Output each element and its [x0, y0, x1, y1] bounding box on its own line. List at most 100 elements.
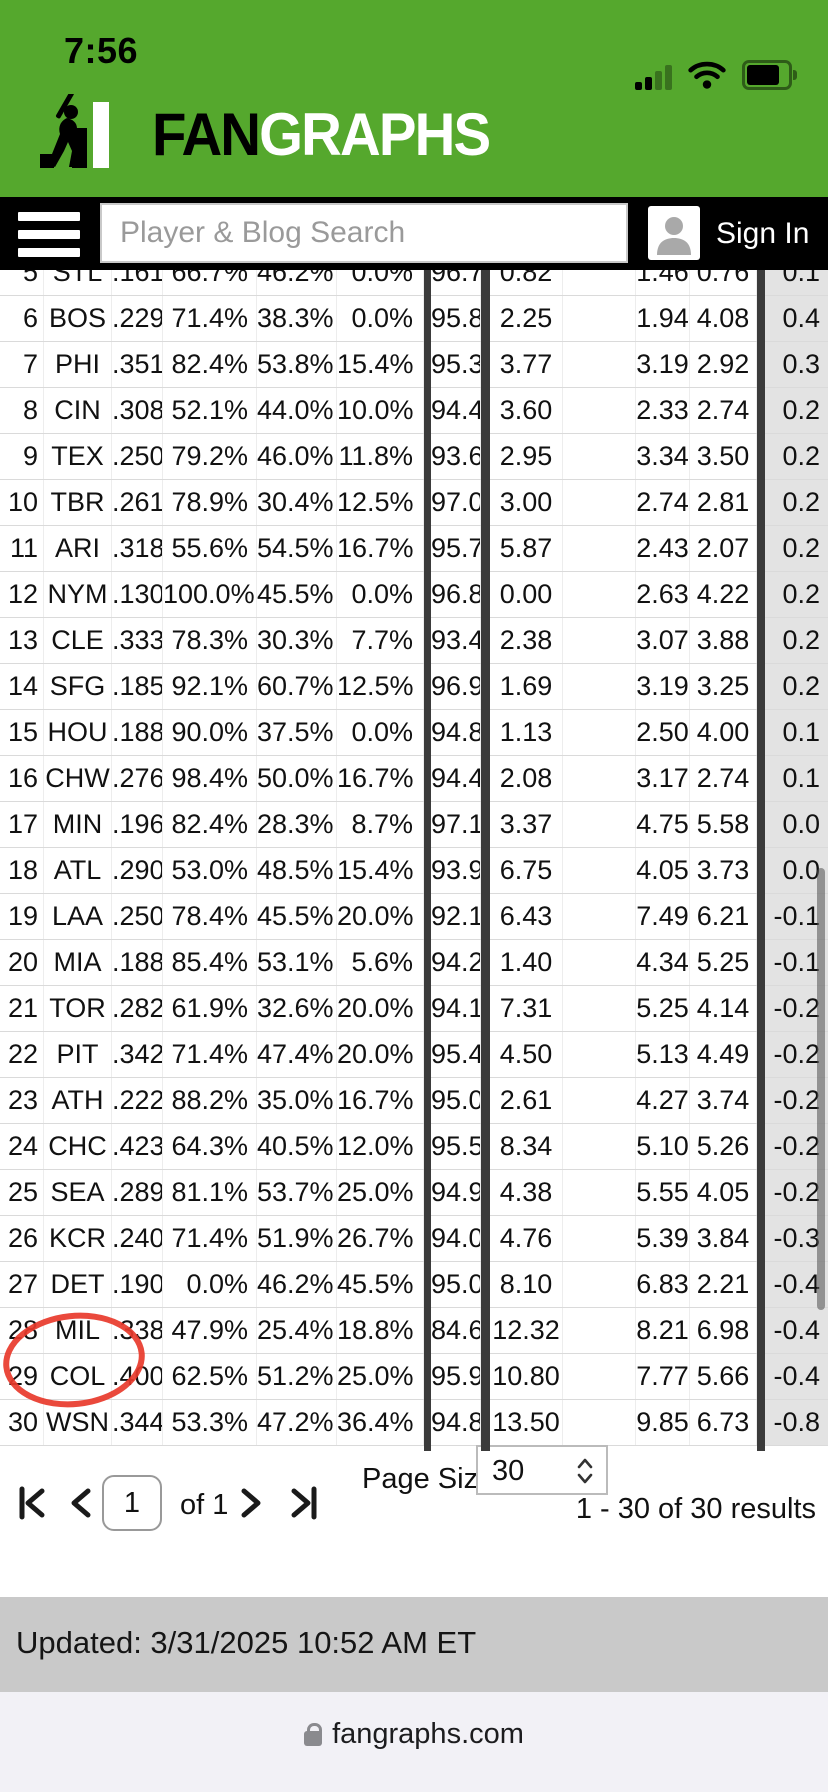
cell-stat: 1.40 [490, 940, 563, 985]
page-size-select[interactable]: 30 [476, 1445, 608, 1495]
cell-stat: 93.4 [431, 618, 481, 663]
cell-stat: 95.9 [431, 1354, 481, 1399]
cell-stat: .188 [112, 940, 163, 985]
cell-team[interactable]: MIL [44, 1308, 112, 1353]
last-page-icon[interactable] [284, 1485, 320, 1524]
hamburger-menu-icon[interactable] [18, 211, 80, 257]
cell-stat: 45.5% [257, 572, 337, 617]
cell-stat: .240 [112, 1216, 163, 1261]
cell-stat: 3.73 [690, 848, 757, 893]
cell-empty [563, 434, 636, 479]
cell-stat: 45.5% [337, 1262, 424, 1307]
cell-team[interactable]: CHW [44, 756, 112, 801]
cell-team[interactable]: HOU [44, 710, 112, 755]
cell-team[interactable]: PHI [44, 342, 112, 387]
cell-stat: 96.7 [431, 270, 481, 295]
cell-stat: 54.5% [257, 526, 337, 571]
cell-stat: 78.4% [163, 894, 257, 939]
next-page-icon[interactable] [238, 1485, 266, 1524]
cell-stat: 12.32 [490, 1308, 563, 1353]
cell-team[interactable]: COL [44, 1354, 112, 1399]
cell-team[interactable]: TEX [44, 434, 112, 479]
page-size-value: 30 [492, 1455, 525, 1487]
cell-team[interactable]: WSN [44, 1400, 112, 1445]
cell-empty [563, 270, 636, 295]
cell-stat: 35.0% [257, 1078, 337, 1123]
cell-team[interactable]: SEA [44, 1170, 112, 1215]
cell-stat: .400 [112, 1354, 163, 1399]
cell-team[interactable]: BOS [44, 296, 112, 341]
cell-team[interactable]: ATL [44, 848, 112, 893]
cell-stat: .250 [112, 434, 163, 479]
cell-stat: 4.34 [636, 940, 690, 985]
cell-stat: 25.4% [257, 1308, 337, 1353]
table-row: 15 HOU .188 90.0% 37.5% 0.0% 94.8 1.13 2.50 4.00 0… [0, 710, 828, 756]
page-number-input[interactable] [102, 1475, 162, 1531]
cell-stat: 20.0% [337, 986, 424, 1031]
sign-in-button[interactable]: Sign In [716, 216, 810, 250]
cell-team[interactable]: CHC [44, 1124, 112, 1169]
cell-stat: 47.9% [163, 1308, 257, 1353]
cell-team[interactable]: DET [44, 1262, 112, 1307]
cell-team[interactable]: CLE [44, 618, 112, 663]
cell-stat: 4.76 [490, 1216, 563, 1261]
cell-team[interactable]: MIN [44, 802, 112, 847]
cell-stat: 3.77 [490, 342, 563, 387]
cell-stat: 5.25 [690, 940, 757, 985]
cell-empty [563, 342, 636, 387]
cell-stat: 4.27 [636, 1078, 690, 1123]
cell-stat: 71.4% [163, 1032, 257, 1077]
cell-rank: 24 [0, 1124, 44, 1169]
cell-war: 0.3 [765, 342, 828, 387]
fangraphs-logo[interactable]: FANGRAPHS [40, 94, 511, 170]
cell-empty [563, 572, 636, 617]
cell-stat: 6.21 [690, 894, 757, 939]
cell-stat: 71.4% [163, 1216, 257, 1261]
previous-page-icon[interactable] [66, 1485, 94, 1524]
cell-team[interactable]: ARI [44, 526, 112, 571]
cell-team[interactable]: ATH [44, 1078, 112, 1123]
cell-team[interactable]: SFG [44, 664, 112, 709]
cell-stat: .333 [112, 618, 163, 663]
table-row: 16 CHW .276 98.4% 50.0% 16.7% 94.4 2.08 3.17 2.74… [0, 756, 828, 802]
vertical-scrollbar[interactable] [817, 868, 825, 1310]
user-avatar-icon[interactable] [648, 206, 700, 260]
column-divider [481, 270, 490, 1451]
cell-empty [563, 940, 636, 985]
cell-stat: 92.1 [431, 894, 481, 939]
table-row: 8 CIN .308 52.1% 44.0% 10.0% 94.4 3.60 2.33 2.74 0… [0, 388, 828, 434]
cell-stat: 3.00 [490, 480, 563, 525]
cell-team[interactable]: NYM [44, 572, 112, 617]
table-row: 9 TEX .250 79.2% 46.0% 11.8% 93.6 2.95 3.34 3.50 0… [0, 434, 828, 480]
cell-team[interactable]: LAA [44, 894, 112, 939]
table-row: 29 COL .400 62.5% 51.2% 25.0% 95.9 10.80 7.77 5.6… [0, 1354, 828, 1400]
cell-stat: 95.3 [431, 342, 481, 387]
cell-team[interactable]: TOR [44, 986, 112, 1031]
cell-team[interactable]: CIN [44, 388, 112, 433]
cell-stat: 53.3% [163, 1400, 257, 1445]
cell-team[interactable]: PIT [44, 1032, 112, 1077]
cell-rank: 14 [0, 664, 44, 709]
updated-bar: Updated: 3/31/2025 10:52 AM ET [0, 1597, 828, 1692]
cell-stat: 2.50 [636, 710, 690, 755]
cell-stat: 46.2% [257, 270, 337, 295]
table-row: 14 SFG .185 92.1% 60.7% 12.5% 96.9 1.69 3.19 3.25… [0, 664, 828, 710]
cell-stat: 7.7% [337, 618, 424, 663]
cell-team[interactable]: MIA [44, 940, 112, 985]
first-page-icon[interactable] [16, 1485, 52, 1524]
cell-team[interactable]: KCR [44, 1216, 112, 1261]
cell-stat: 2.63 [636, 572, 690, 617]
cell-stat: 88.2% [163, 1078, 257, 1123]
cell-stat: 4.08 [690, 296, 757, 341]
search-input[interactable] [100, 203, 628, 263]
url-bar[interactable]: fangraphs.com [0, 1718, 828, 1751]
status-bar-time: 7:56 [64, 30, 139, 71]
cell-stat: 5.10 [636, 1124, 690, 1169]
cell-team[interactable]: TBR [44, 480, 112, 525]
cell-rank: 15 [0, 710, 44, 755]
cell-team[interactable]: STL [44, 270, 112, 295]
cell-stat: 40.5% [257, 1124, 337, 1169]
cell-stat: .161 [112, 270, 163, 295]
cell-stat: 0.0% [163, 1262, 257, 1307]
cell-empty [563, 710, 636, 755]
